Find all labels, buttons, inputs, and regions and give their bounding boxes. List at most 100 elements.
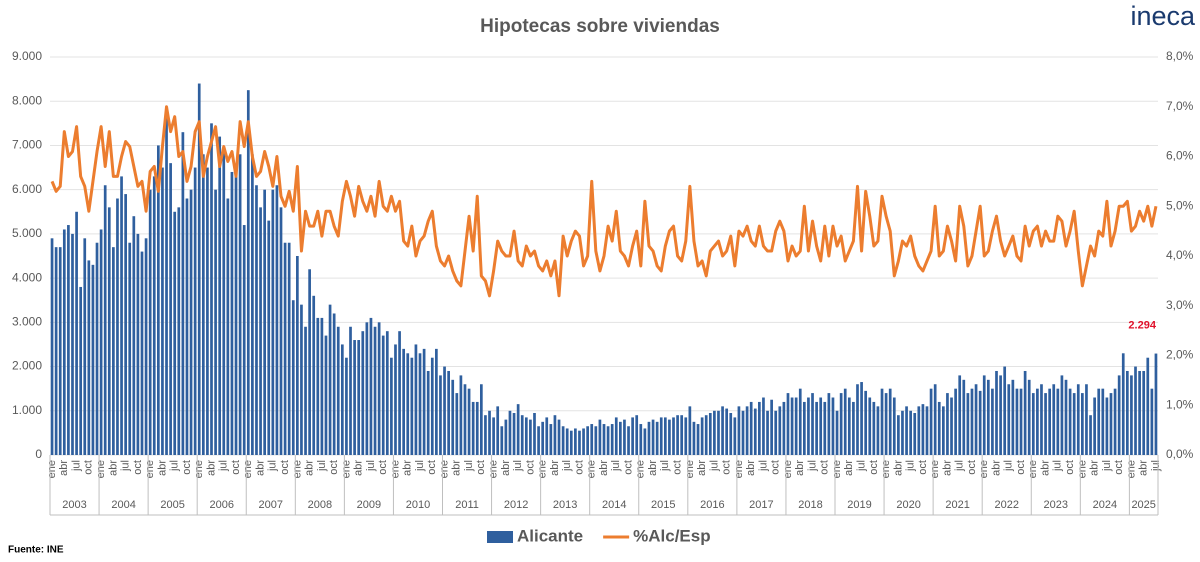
bar [1130, 375, 1133, 455]
x-tick-label: ene [684, 460, 696, 478]
bar [296, 256, 299, 455]
bar [242, 225, 246, 455]
bar [230, 171, 234, 455]
bar [986, 379, 990, 455]
bar [557, 419, 561, 455]
bar [177, 207, 181, 455]
bar [189, 189, 193, 455]
y2-tick-label: 2,0% [1166, 348, 1194, 362]
bar [75, 211, 78, 455]
x-tick-label: oct [181, 460, 193, 475]
bar [676, 415, 679, 455]
bar [103, 185, 107, 455]
bar [508, 410, 512, 455]
bar [696, 424, 700, 455]
bar [283, 242, 287, 455]
x-tick-label: abr [451, 460, 463, 476]
bar [602, 424, 606, 455]
bar [1089, 415, 1092, 455]
x-tick-label: jul [70, 460, 82, 472]
y2-tick-label: 0,0% [1166, 447, 1194, 461]
bar [152, 176, 156, 455]
bar [394, 344, 397, 455]
bar [206, 167, 209, 456]
bar [390, 357, 393, 455]
bar [749, 401, 753, 455]
bar [978, 390, 982, 455]
year-label: 2020 [896, 499, 920, 511]
x-tick-label: oct [279, 460, 291, 475]
bar [717, 410, 720, 455]
bar [169, 163, 172, 455]
bar [991, 388, 994, 455]
bar [619, 421, 622, 455]
bar [238, 154, 242, 456]
x-tick-label: abr [500, 460, 512, 476]
x-tick-label: abr [1138, 460, 1150, 476]
bar [1015, 388, 1019, 455]
bar [843, 388, 847, 455]
bar [942, 406, 945, 455]
bar [921, 404, 925, 455]
bar [770, 399, 773, 455]
bar [381, 335, 385, 455]
bar [67, 225, 70, 455]
bar [753, 408, 757, 455]
y-tick-label: 0 [35, 447, 42, 461]
bar [1064, 379, 1068, 455]
bar [447, 370, 450, 455]
x-tick-label: ene [1076, 460, 1088, 478]
bar [120, 176, 123, 455]
bar [982, 375, 986, 455]
x-tick-label: ene [242, 460, 254, 478]
bar [586, 426, 589, 455]
y-tick-label: 5.000 [12, 226, 42, 240]
year-label: 2024 [1093, 499, 1117, 511]
year-label: 2018 [798, 499, 822, 511]
x-tick-label: abr [990, 460, 1002, 476]
bar [954, 388, 957, 455]
y-tick-label: 2.000 [12, 359, 42, 373]
bar [876, 406, 880, 455]
bar [406, 353, 410, 455]
x-tick-label: ene [880, 460, 892, 478]
bar [116, 198, 119, 455]
bar [651, 419, 655, 455]
x-tick-label: ene [635, 460, 647, 478]
x-tick-label: jul [1101, 460, 1113, 472]
bar [672, 417, 675, 455]
x-tick-label: oct [819, 460, 831, 475]
bar [222, 149, 226, 455]
x-tick-label: oct [966, 460, 978, 475]
x-tick-label: abr [745, 460, 757, 476]
bar [1036, 388, 1039, 455]
bar [925, 406, 929, 455]
x-tick-label: jul [512, 460, 524, 472]
bar [901, 410, 904, 455]
bar [999, 375, 1002, 455]
bar [704, 415, 708, 455]
bar [684, 417, 688, 455]
bar [974, 384, 978, 455]
bar [606, 426, 610, 455]
bar [300, 304, 303, 455]
bar [471, 401, 475, 455]
year-label: 2012 [504, 499, 528, 511]
x-tick-label: ene [537, 460, 549, 478]
year-label: 2004 [111, 499, 135, 511]
bar [312, 295, 316, 455]
bar [1113, 388, 1117, 455]
bar [1068, 388, 1072, 455]
y2-tick-label: 8,0% [1166, 49, 1194, 63]
bar [58, 247, 62, 455]
bar [62, 229, 66, 455]
bar [304, 326, 307, 455]
y2-tick-label: 3,0% [1166, 298, 1194, 312]
bar [173, 211, 177, 455]
bar [590, 424, 594, 455]
x-tick-label: abr [892, 460, 904, 476]
bar [561, 426, 565, 455]
bar [680, 415, 684, 455]
bar [373, 326, 377, 455]
bar [892, 397, 896, 455]
